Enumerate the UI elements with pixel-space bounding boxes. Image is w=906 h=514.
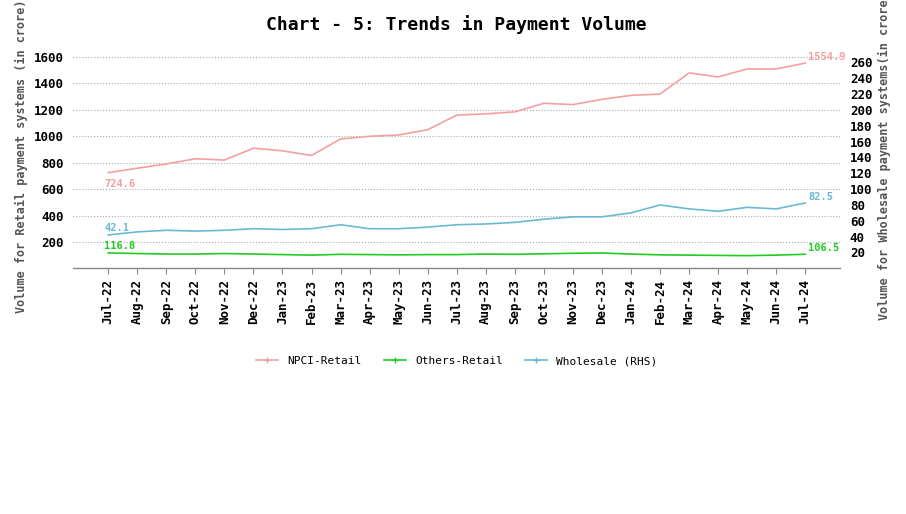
- Wholesale (RHS): [393, 226, 404, 232]
- Others-Retail: [306, 252, 317, 258]
- Wholesale (RHS): [596, 214, 607, 220]
- Wholesale (RHS): [277, 227, 288, 233]
- Others-Retail: [364, 251, 375, 258]
- NPCI-Retail: [422, 126, 433, 133]
- NPCI-Retail: [102, 170, 113, 176]
- Wholesale (RHS): [364, 226, 375, 232]
- NPCI-Retail: [161, 161, 172, 167]
- Wholesale (RHS): [742, 204, 753, 210]
- Line: Others-Retail: Others-Retail: [108, 253, 805, 255]
- Text: 116.8: 116.8: [104, 241, 135, 251]
- Others-Retail: [742, 252, 753, 259]
- Others-Retail: [190, 251, 201, 257]
- Text: 1554.9: 1554.9: [808, 52, 845, 62]
- Wholesale (RHS): [132, 229, 143, 235]
- Others-Retail: [335, 251, 346, 258]
- NPCI-Retail: [655, 91, 666, 97]
- Others-Retail: [596, 250, 607, 256]
- Others-Retail: [567, 250, 578, 256]
- Wholesale (RHS): [451, 222, 462, 228]
- Others-Retail: [102, 250, 113, 256]
- Legend: NPCI-Retail, Others-Retail, Wholesale (RHS): NPCI-Retail, Others-Retail, Wholesale (R…: [252, 352, 661, 371]
- Wholesale (RHS): [190, 228, 201, 234]
- Others-Retail: [132, 250, 143, 256]
- Others-Retail: [538, 251, 549, 257]
- NPCI-Retail: [132, 165, 143, 171]
- NPCI-Retail: [538, 100, 549, 106]
- Wholesale (RHS): [102, 232, 113, 238]
- Wholesale (RHS): [248, 226, 259, 232]
- Wholesale (RHS): [480, 221, 491, 227]
- Text: 82.5: 82.5: [808, 192, 833, 202]
- Others-Retail: [713, 252, 724, 259]
- Others-Retail: [393, 252, 404, 258]
- Wholesale (RHS): [161, 227, 172, 233]
- Others-Retail: [655, 252, 666, 258]
- Text: 106.5: 106.5: [808, 244, 839, 253]
- Wholesale (RHS): [422, 224, 433, 230]
- Others-Retail: [509, 251, 520, 258]
- NPCI-Retail: [451, 112, 462, 118]
- Wholesale (RHS): [713, 208, 724, 214]
- Y-axis label: Volume for Retail payment systems (in crore): Volume for Retail payment systems (in cr…: [15, 0, 28, 313]
- NPCI-Retail: [771, 66, 782, 72]
- NPCI-Retail: [277, 148, 288, 154]
- Wholesale (RHS): [306, 226, 317, 232]
- Others-Retail: [161, 251, 172, 257]
- Wholesale (RHS): [538, 216, 549, 222]
- NPCI-Retail: [567, 102, 578, 108]
- NPCI-Retail: [190, 156, 201, 162]
- Line: NPCI-Retail: NPCI-Retail: [108, 63, 805, 173]
- Others-Retail: [451, 251, 462, 258]
- NPCI-Retail: [713, 74, 724, 80]
- Wholesale (RHS): [771, 206, 782, 212]
- Wholesale (RHS): [800, 200, 811, 206]
- Wholesale (RHS): [567, 214, 578, 220]
- Wholesale (RHS): [219, 227, 230, 233]
- NPCI-Retail: [393, 132, 404, 138]
- Others-Retail: [684, 252, 695, 258]
- NPCI-Retail: [684, 70, 695, 76]
- NPCI-Retail: [480, 111, 491, 117]
- Others-Retail: [248, 251, 259, 257]
- NPCI-Retail: [364, 133, 375, 139]
- Line: Wholesale (RHS): Wholesale (RHS): [108, 203, 805, 235]
- Others-Retail: [277, 251, 288, 258]
- NPCI-Retail: [742, 66, 753, 72]
- Others-Retail: [219, 250, 230, 256]
- Wholesale (RHS): [335, 222, 346, 228]
- Others-Retail: [422, 251, 433, 258]
- Others-Retail: [625, 251, 636, 257]
- Y-axis label: Volume for Wholesale payment systems(in crore): Volume for Wholesale payment systems(in …: [878, 0, 891, 320]
- NPCI-Retail: [800, 60, 811, 66]
- Text: 42.1: 42.1: [104, 223, 129, 233]
- Others-Retail: [771, 252, 782, 258]
- Wholesale (RHS): [684, 206, 695, 212]
- NPCI-Retail: [248, 145, 259, 151]
- Wholesale (RHS): [625, 210, 636, 216]
- Others-Retail: [480, 251, 491, 257]
- Text: 724.6: 724.6: [104, 178, 135, 189]
- Title: Chart - 5: Trends in Payment Volume: Chart - 5: Trends in Payment Volume: [266, 15, 647, 34]
- Wholesale (RHS): [509, 219, 520, 226]
- NPCI-Retail: [596, 96, 607, 102]
- NPCI-Retail: [509, 109, 520, 115]
- NPCI-Retail: [219, 157, 230, 163]
- Others-Retail: [800, 251, 811, 258]
- Wholesale (RHS): [655, 202, 666, 208]
- NPCI-Retail: [335, 136, 346, 142]
- NPCI-Retail: [625, 93, 636, 99]
- NPCI-Retail: [306, 152, 317, 158]
